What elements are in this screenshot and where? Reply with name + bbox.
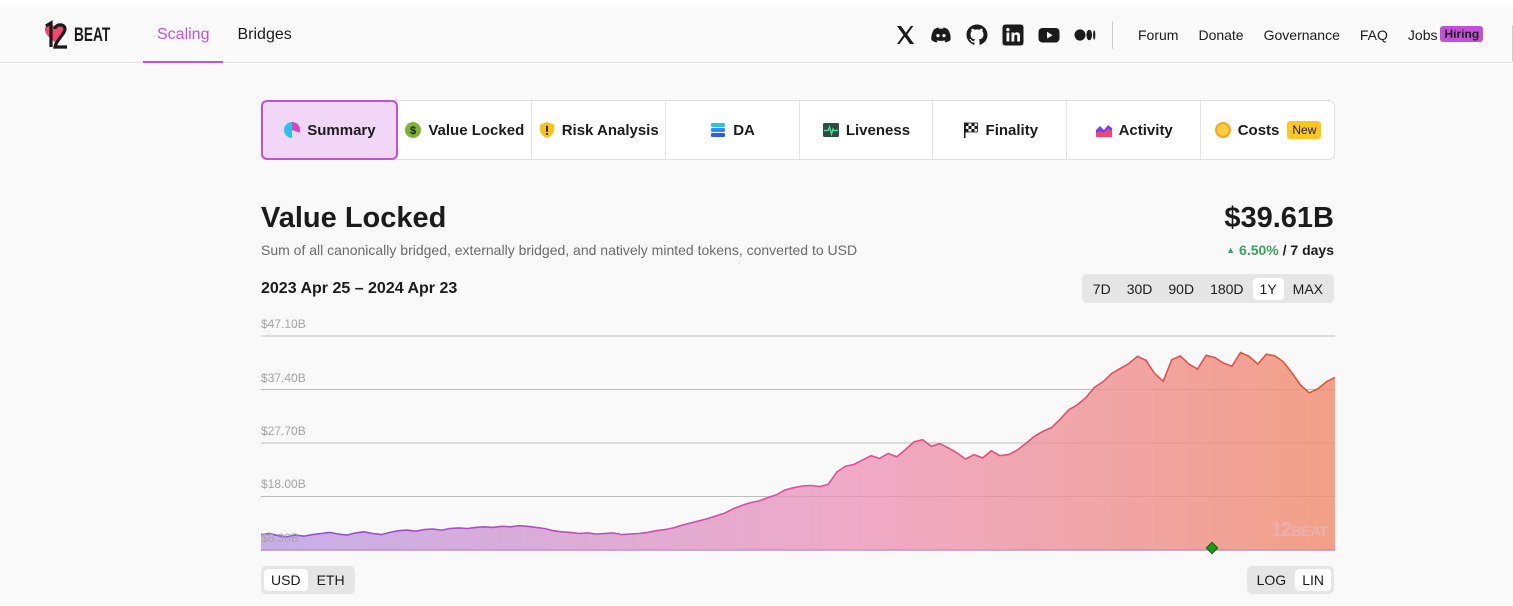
scale-log[interactable]: LOG — [1256, 572, 1287, 588]
main-nav: Scaling Bridges — [143, 7, 306, 63]
site-header: BEAT Scaling Bridges Forum Donate Govern… — [0, 7, 1513, 63]
range-1y[interactable]: 1Y — [1252, 277, 1284, 300]
range-7d[interactable]: 7D — [1092, 280, 1111, 297]
value-line — [260, 351, 1336, 538]
coin-icon — [1214, 122, 1231, 138]
section-subtitle: Sum of all canonically bridged, external… — [261, 242, 858, 258]
area-chart-icon — [1095, 125, 1112, 137]
unit-usd[interactable]: USD — [264, 569, 308, 591]
social-links — [893, 23, 1097, 47]
tab-summary[interactable]: Summary — [261, 100, 398, 160]
pie-chart-icon — [284, 122, 301, 138]
unit-eth[interactable]: ETH — [316, 572, 345, 588]
date-range: 2023 Apr 25 – 2024 Apr 23 — [261, 280, 458, 297]
tab-costs[interactable]: Costs New — [1201, 101, 1334, 159]
range-180d[interactable]: 180D — [1210, 280, 1244, 297]
time-range-selector: 7D 30D 90D 180D 1Y MAX — [1081, 274, 1334, 303]
unit-selector: USD ETH — [261, 566, 355, 594]
chart-watermark: 12BEAT — [1271, 519, 1328, 541]
tab-label: Liveness — [845, 121, 911, 139]
secondary-nav: Forum Donate Governance FAQ Jobs Hiring — [1138, 7, 1484, 63]
tab-label: Value Locked — [428, 121, 525, 139]
linkedin-icon[interactable] — [1001, 23, 1025, 47]
event-marker[interactable] — [1205, 541, 1219, 555]
tab-finality[interactable]: Finality — [933, 101, 1068, 159]
section-title: Value Locked — [261, 202, 447, 234]
svg-text:$: $ — [410, 125, 416, 137]
youtube-icon[interactable] — [1037, 23, 1061, 47]
y-tick-label: $37.40B — [261, 371, 306, 385]
governance-link[interactable]: Governance — [1263, 27, 1340, 43]
range-30d[interactable]: 30D — [1126, 280, 1153, 297]
logo-text: BEAT — [74, 25, 111, 46]
watermark-text: BEAT — [1291, 523, 1328, 540]
project-tabs: Summary $ Value Locked Risk Analysis DA … — [261, 100, 1335, 160]
y-tick-label: $47.10B — [261, 317, 306, 331]
change-period: / 7 days — [1282, 242, 1334, 258]
new-badge: New — [1287, 121, 1322, 139]
faq-link[interactable]: FAQ — [1359, 27, 1388, 43]
top-strip — [0, 0, 1513, 7]
tab-value-locked[interactable]: $ Value Locked — [398, 101, 532, 159]
tab-da[interactable]: DA — [666, 101, 800, 159]
y-tick-label: $27.70B — [261, 424, 306, 438]
y-tick-label: $18.00B — [261, 477, 306, 491]
database-icon — [711, 123, 726, 137]
chart-canvas — [260, 335, 1336, 555]
donate-link[interactable]: Donate — [1198, 27, 1244, 43]
scale-lin[interactable]: LIN — [1295, 569, 1331, 591]
jobs-link[interactable]: Jobs Hiring — [1407, 25, 1484, 44]
logo-12-icon — [45, 20, 67, 49]
tab-risk-analysis[interactable]: Risk Analysis — [532, 101, 666, 159]
header-divider — [1112, 21, 1113, 49]
github-icon[interactable] — [965, 23, 989, 47]
discord-icon[interactable] — [929, 23, 953, 47]
hiring-badge: Hiring — [1440, 25, 1484, 42]
tab-label: Costs — [1237, 121, 1280, 139]
x-icon[interactable] — [893, 23, 917, 47]
logo[interactable]: BEAT — [42, 20, 118, 50]
dollar-coin-icon: $ — [405, 122, 422, 138]
value-area — [261, 352, 1335, 550]
checkered-flag-icon — [963, 122, 978, 138]
y-tick-label: $8.30B — [261, 531, 300, 545]
medium-icon[interactable] — [1073, 23, 1097, 47]
tab-label: DA — [733, 121, 755, 139]
nav-bridges[interactable]: Bridges — [237, 26, 292, 43]
tab-label: Finality — [985, 121, 1039, 139]
range-90d[interactable]: 90D — [1168, 280, 1195, 297]
shield-warning-icon — [539, 122, 554, 138]
range-max[interactable]: MAX — [1292, 280, 1323, 297]
change-up-icon: ▲ 6.50% — [1226, 242, 1279, 258]
value-change: ▲ 6.50% / 7 days — [1226, 242, 1334, 258]
heartbeat-monitor-icon — [822, 123, 839, 137]
tab-activity[interactable]: Activity — [1067, 101, 1202, 159]
tab-label: Summary — [307, 121, 376, 139]
tab-label: Risk Analysis — [561, 121, 659, 139]
scale-selector: LOG LIN — [1246, 566, 1334, 594]
forum-link[interactable]: Forum — [1138, 27, 1179, 43]
tab-liveness[interactable]: Liveness — [800, 101, 934, 159]
value-locked-chart[interactable]: $47.10B $37.40B $27.70B $18.00B $8.30B 1… — [260, 314, 1336, 555]
nav-scaling[interactable]: Scaling — [143, 7, 224, 63]
change-percent: 6.50% — [1239, 242, 1279, 258]
jobs-label: Jobs — [1407, 26, 1438, 43]
main-content: Summary $ Value Locked Risk Analysis DA … — [0, 64, 1513, 606]
tab-label: Activity — [1118, 121, 1173, 139]
total-value: $39.61B — [1224, 202, 1334, 234]
